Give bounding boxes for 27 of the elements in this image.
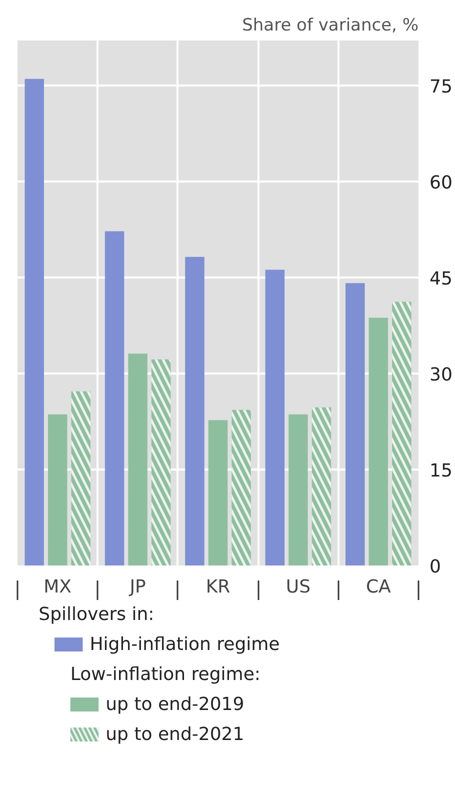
x-tick-label: US — [286, 576, 311, 598]
y-tick-label: 75 — [430, 76, 452, 98]
x-tick-label: JP — [128, 576, 146, 598]
text: Low-inflation regime: — [70, 664, 260, 685]
bar — [208, 420, 228, 566]
y-tick-label: 0 — [430, 556, 441, 578]
bar — [346, 283, 365, 566]
bar — [48, 414, 68, 566]
chart-title: Share of variance, % — [242, 16, 419, 36]
bar — [24, 78, 44, 566]
bar — [288, 414, 308, 566]
legend-label: up to end-2019 — [106, 694, 244, 715]
bar — [104, 231, 124, 566]
x-tick-label: CA — [366, 576, 392, 598]
y-tick-label: 30 — [430, 364, 452, 386]
bar — [265, 270, 285, 566]
y-tick-label: 45 — [430, 268, 452, 290]
bar — [185, 256, 204, 566]
x-tick-label: KR — [206, 576, 230, 598]
legend-label: High-inflation regime — [90, 634, 280, 655]
x-tick-label: MX — [44, 576, 72, 598]
bar — [368, 318, 388, 566]
legend-title: Spillovers in: — [38, 604, 154, 625]
legend-label: up to end-2021 — [106, 724, 244, 745]
y-tick-label: 15 — [430, 460, 452, 482]
y-tick-label: 60 — [430, 172, 452, 194]
bar — [128, 354, 148, 566]
